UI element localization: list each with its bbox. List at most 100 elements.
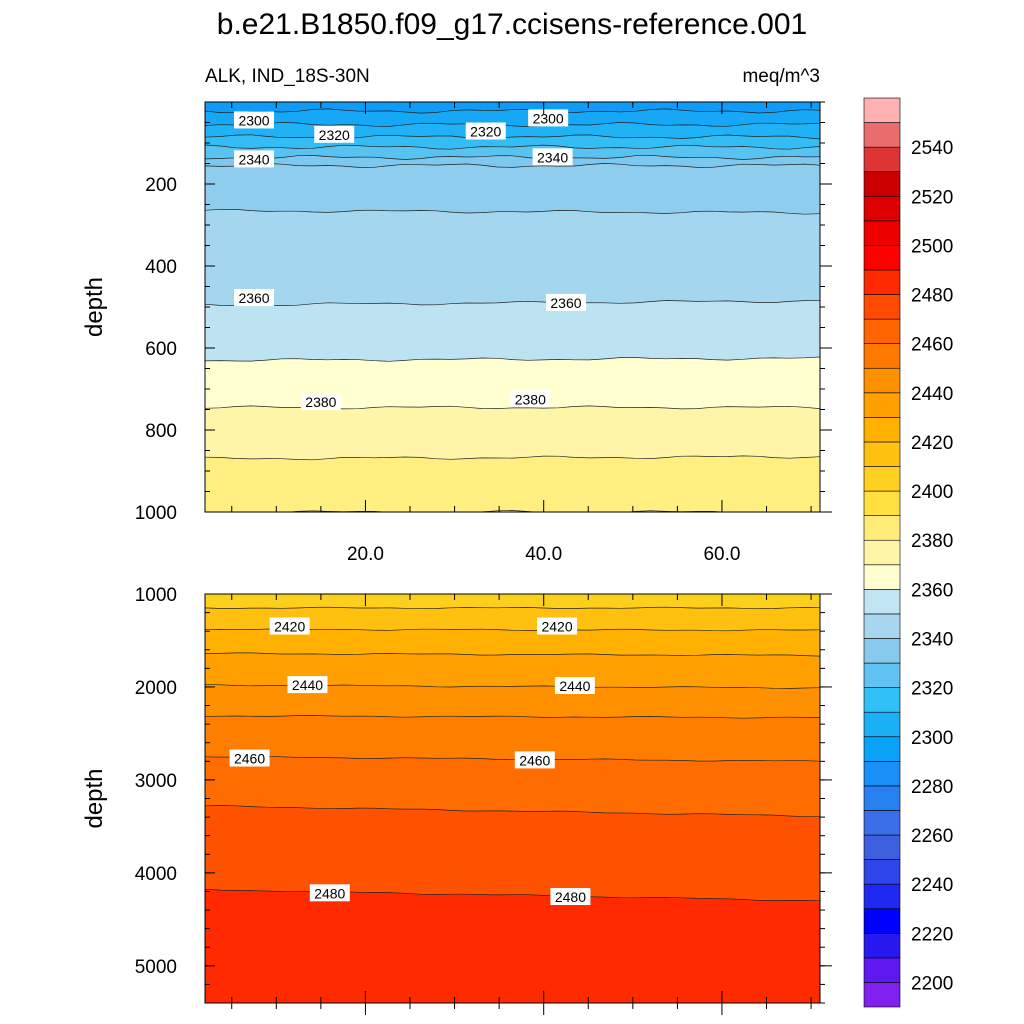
contour-label-text: 2460 — [234, 751, 265, 767]
colorbar-label: 2340 — [911, 630, 953, 651]
contour-line — [205, 455, 820, 461]
colorbar-swatch — [863, 97, 901, 123]
colorbar-label: 2380 — [911, 531, 953, 552]
contour-label-text: 2420 — [274, 619, 305, 635]
contour-label-text: 2320 — [470, 124, 501, 140]
x-axis-ticks: 20.0 40.0 60.0 — [231, 102, 812, 565]
y-tick-label: 1000 — [135, 503, 177, 524]
contour-line — [205, 154, 820, 160]
contour-label: 2460 — [229, 749, 270, 767]
contour-line — [205, 715, 820, 719]
y-axis-label: depth — [81, 768, 108, 828]
colorbar-swatch — [863, 883, 901, 910]
colorbar-label: 2460 — [911, 335, 953, 356]
contour-label: 2380 — [300, 393, 341, 411]
figure-title: b.e21.B1850.f09_g17.ccisens-reference.00… — [217, 8, 807, 41]
contour-line — [205, 755, 820, 762]
contour-fills — [205, 102, 820, 512]
contour-label: 2320 — [314, 125, 355, 143]
contour-line — [205, 888, 820, 902]
contour-label-text: 2480 — [314, 885, 345, 901]
contour-label: 2380 — [510, 390, 551, 408]
contour-label-text: 2380 — [305, 394, 336, 410]
colorbar-label: 2300 — [911, 728, 953, 749]
x-tick-label: 40.0 — [525, 544, 562, 565]
lower-depth-panel: 2420 2420 2440 2440 2460 2460 2480 2480 1000 2000… — [81, 585, 832, 1015]
colorbar-swatch — [863, 220, 901, 246]
contour-band — [205, 155, 820, 168]
colorbar-swatch — [863, 171, 901, 197]
colorbar-swatch — [863, 195, 901, 222]
colorbar-label: 2320 — [911, 679, 953, 700]
colorbar-swatch — [863, 515, 901, 541]
colorbar-swatch — [863, 810, 901, 836]
contour-label: 2320 — [465, 122, 506, 140]
colorbar-swatch — [863, 318, 901, 344]
contour-label: 2440 — [287, 676, 328, 694]
y-tick-label: 2000 — [135, 678, 177, 699]
contour-band — [205, 756, 820, 817]
units-subtitle: meq/m^3 — [742, 66, 820, 87]
colorbar-swatch — [863, 687, 901, 713]
y-tick-label: 200 — [145, 175, 177, 196]
contour-line — [205, 144, 820, 150]
contour-band — [205, 134, 820, 150]
contour-label: 2340 — [532, 148, 573, 166]
y-axis-ticks: 200 400 600 800 1000 — [135, 101, 832, 524]
contour-label-text: 2480 — [555, 889, 586, 905]
colorbar-swatch — [863, 417, 901, 443]
x-tick-label: 60.0 — [703, 544, 740, 565]
colorbar-swatch — [863, 269, 901, 295]
contour-band — [205, 145, 820, 160]
colorbar-swatch — [863, 343, 901, 369]
variable-region-subtitle: ALK, IND_18S-30N — [205, 66, 370, 87]
contour-line — [205, 208, 820, 215]
colorbar-swatch — [863, 982, 901, 1008]
contour-band — [205, 209, 820, 306]
colorbar-swatch — [863, 834, 901, 860]
contour-label: 2340 — [234, 150, 275, 168]
y-tick-label: 600 — [145, 339, 177, 360]
y-tick-label: 4000 — [135, 864, 177, 885]
colorbar-swatch — [863, 859, 901, 885]
contour-fills — [205, 594, 820, 1003]
colorbar-swatch — [863, 785, 901, 811]
colorbar-label: 2400 — [911, 482, 953, 503]
contour-line — [205, 356, 820, 362]
colorbar-swatch — [863, 564, 901, 590]
y-axis-label: depth — [81, 277, 108, 337]
colorbar-swatch — [863, 122, 901, 148]
contour-band — [205, 455, 820, 512]
colorbar-swatch — [863, 957, 901, 983]
colorbar-swatch — [863, 613, 901, 639]
contour-label: 2360 — [234, 288, 275, 306]
colorbar-swatch — [863, 392, 901, 418]
colorbar: 2200 2220 2240 2260 2280 2300 2320 2340 2360 2380… — [863, 97, 953, 1008]
contour-line — [205, 652, 820, 657]
contour-band — [205, 122, 820, 139]
colorbar-swatch — [863, 638, 901, 664]
x-tick-label: 20.0 — [347, 544, 384, 565]
colorbar-swatch — [863, 589, 901, 615]
colorbar-swatch — [863, 466, 901, 492]
contour-band — [205, 594, 820, 609]
contour-label-text: 2340 — [238, 151, 269, 167]
y-tick-label: 5000 — [135, 957, 177, 978]
colorbar-label: 2540 — [911, 138, 953, 159]
colorbar-label: 2200 — [911, 973, 953, 994]
colorbar-swatch — [863, 662, 901, 688]
x-axis-ticks — [231, 594, 812, 1015]
contour-label-text: 2440 — [292, 677, 323, 693]
contour-band — [205, 805, 820, 901]
colorbar-swatch — [863, 294, 901, 320]
colorbar-label: 2480 — [911, 286, 953, 307]
contour-band — [205, 715, 820, 762]
contour-band — [205, 357, 820, 409]
contour-label-text: 2420 — [541, 619, 572, 635]
colorbar-label: 2260 — [911, 826, 953, 847]
contour-band — [205, 889, 820, 1003]
colorbar-label: 2440 — [911, 384, 953, 405]
contour-label-text: 2300 — [238, 112, 269, 128]
colorbar-swatch — [863, 932, 901, 959]
contour-label-text: 2380 — [515, 391, 546, 407]
